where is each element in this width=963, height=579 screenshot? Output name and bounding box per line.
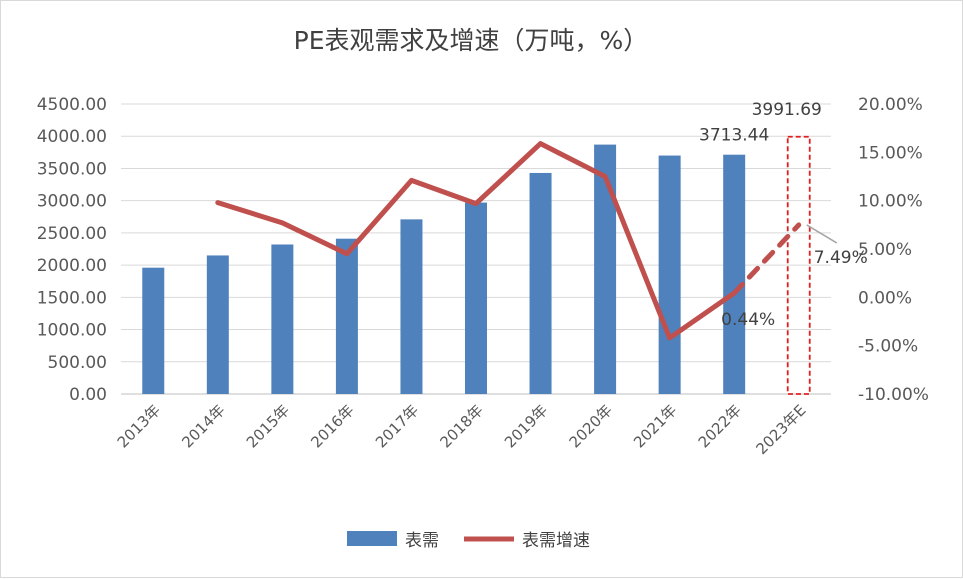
bar bbox=[142, 267, 165, 394]
left-tick-label: 0.00 bbox=[69, 385, 107, 405]
left-tick-label: 2000.00 bbox=[37, 256, 107, 276]
left-tick-label: 500.00 bbox=[48, 353, 107, 373]
rate-label-leader bbox=[806, 224, 838, 244]
data-labels: 3713.44 3991.69 0.44% 7.49% bbox=[699, 100, 868, 330]
x-tick-label: 2015年 bbox=[243, 401, 293, 451]
x-tick-label: 2017年 bbox=[372, 401, 422, 451]
right-tick-label: -5.00% bbox=[858, 337, 918, 357]
rate-line-forecast bbox=[731, 222, 802, 296]
x-tick-label: 2014年 bbox=[178, 401, 228, 451]
chart-title: PE表观需求及增速（万吨，%） bbox=[294, 26, 649, 55]
x-tick-label: 2023年E bbox=[753, 401, 810, 458]
bar-label-2022: 3713.44 bbox=[699, 126, 769, 146]
left-tick-label: 3000.00 bbox=[37, 192, 107, 212]
bar bbox=[335, 238, 358, 394]
right-tick-label: 20.00% bbox=[858, 95, 923, 115]
left-tick-label: 1500.00 bbox=[37, 288, 107, 308]
left-tick-label: 2500.00 bbox=[37, 224, 107, 244]
x-axis: 2013年 2014年 2015年 2016年 2017年 2018年 2019年 2020年… bbox=[114, 401, 810, 458]
right-tick-label: 5.00% bbox=[858, 240, 912, 260]
right-tick-label: 10.00% bbox=[858, 192, 923, 212]
legend: 表需 表需增速 bbox=[347, 531, 590, 551]
line-series bbox=[215, 141, 802, 341]
legend-label-line: 表需增速 bbox=[522, 531, 590, 551]
right-tick-label: 15.00% bbox=[858, 143, 923, 163]
bar-series bbox=[142, 135, 811, 395]
bar-label-2023e: 3991.69 bbox=[752, 100, 822, 120]
x-tick-label: 2019年 bbox=[501, 401, 551, 451]
bar bbox=[271, 244, 294, 394]
legend-swatch-bar bbox=[347, 531, 397, 546]
right-tick-label: 0.00% bbox=[858, 288, 912, 308]
rate-label-2023e: 7.49% bbox=[814, 248, 868, 268]
rate-line bbox=[215, 141, 737, 341]
left-axis: 0.00 500.00 1000.00 1500.00 2000.00 2500.00 30… bbox=[37, 95, 107, 405]
rate-label-2022: 0.44% bbox=[721, 310, 775, 330]
left-tick-label: 3500.00 bbox=[37, 159, 107, 179]
x-tick-label: 2016年 bbox=[307, 401, 357, 451]
forecast-bar-outline bbox=[786, 135, 811, 395]
left-tick-label: 4000.00 bbox=[37, 127, 107, 147]
left-tick-label: 1000.00 bbox=[37, 321, 107, 341]
legend-label-bar: 表需 bbox=[405, 531, 439, 551]
x-tick-label: 2022年 bbox=[695, 401, 745, 451]
x-tick-label: 2021年 bbox=[630, 401, 680, 451]
bar bbox=[529, 172, 552, 394]
bar bbox=[400, 219, 423, 394]
right-axis: -10.00% -5.00% 0.00% 5.00% 10.00% 15.00% 20.00… bbox=[858, 95, 929, 405]
bar bbox=[465, 202, 487, 394]
right-tick-label: -10.00% bbox=[858, 385, 929, 405]
bar bbox=[723, 154, 746, 394]
left-tick-label: 4500.00 bbox=[37, 95, 107, 115]
bar bbox=[658, 155, 681, 394]
bar bbox=[206, 255, 229, 394]
bar bbox=[594, 144, 617, 394]
x-tick-label: 2013年 bbox=[114, 401, 164, 451]
x-tick-label: 2020年 bbox=[566, 401, 616, 451]
x-tick-label: 2018年 bbox=[436, 401, 486, 451]
